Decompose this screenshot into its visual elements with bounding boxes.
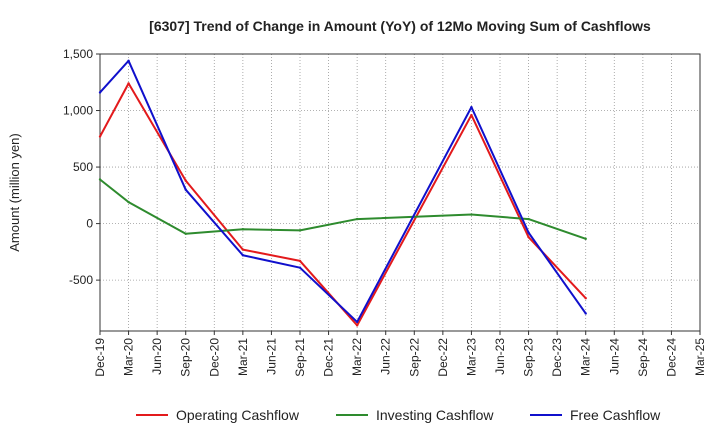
investing-cashflow-point (527, 217, 530, 221)
free-cashflow-point (127, 59, 130, 62)
x-tick-label: Jun-21 (264, 338, 278, 375)
y-tick-label: -500 (69, 273, 93, 287)
x-tick-label: Dec-21 (322, 338, 336, 377)
x-tick-label: Mar-20 (122, 338, 136, 376)
legend-label-operating-cashflow: Operating Cashflow (176, 407, 300, 423)
investing-cashflow-line (99, 178, 587, 240)
x-tick-label: Jun-22 (379, 338, 393, 375)
x-tick-label: Jun-23 (493, 338, 507, 375)
operating-cashflow-point (298, 259, 302, 263)
free-cashflow-point (470, 105, 473, 109)
legend-label-investing-cashflow: Investing Cashflow (376, 407, 494, 423)
x-tick-label: Jun-20 (150, 338, 164, 375)
x-tick-label: Dec-20 (207, 338, 221, 377)
operating-cashflow-point (470, 113, 473, 117)
x-tick-label: Mar-25 (693, 338, 707, 376)
y-tick-label: 0 (86, 217, 93, 231)
plot-frame (99, 53, 701, 332)
operating-cashflow-point (355, 324, 359, 327)
x-tick-label: Sep-24 (636, 338, 650, 377)
chart-title: [6307] Trend of Change in Amount (YoY) o… (149, 18, 651, 34)
x-tick-label: Sep-20 (179, 338, 193, 377)
investing-cashflow-point (184, 232, 187, 235)
investing-cashflow-point (298, 229, 302, 232)
x-tick-label: Sep-22 (407, 338, 421, 377)
free-cashflow-point (184, 188, 187, 191)
y-tick-label: 500 (73, 160, 93, 174)
investing-cashflow-point (98, 178, 102, 181)
legend: Operating Cashflow Investing Cashflow Free… (136, 407, 661, 423)
operating-cashflow-point (527, 235, 530, 239)
y-tick-label: 1,000 (63, 104, 93, 118)
x-tick-label: Mar-22 (350, 338, 364, 376)
investing-cashflow-point (355, 217, 359, 221)
free-cashflow-line (99, 59, 587, 323)
x-tick-label: Dec-24 (664, 338, 678, 377)
x-tick-label: Sep-21 (293, 338, 307, 377)
free-cashflow-point (584, 312, 587, 315)
free-cashflow-point (355, 320, 359, 324)
y-axis-label: Amount (million yen) (7, 133, 22, 252)
free-cashflow-point (241, 254, 245, 257)
operating-cashflow-point (127, 82, 130, 85)
operating-cashflow-point (584, 297, 587, 300)
free-cashflow-point (527, 231, 530, 234)
x-tick-label: Mar-24 (579, 338, 593, 376)
series (98, 59, 587, 327)
axes: -500 0 500 1,000 1,500 Dec-19 Mar-20 Jun-20 Sep-… (63, 47, 707, 377)
x-tick-label: Mar-21 (236, 338, 250, 376)
x-tick-label: Dec-22 (436, 338, 450, 377)
y-tick-label: 1,500 (63, 47, 93, 61)
investing-cashflow-point (470, 213, 473, 216)
operating-cashflow-point (98, 135, 102, 138)
x-tick-label: Dec-19 (93, 338, 107, 377)
operating-cashflow-line (99, 82, 587, 327)
x-tick-label: Jun-24 (607, 338, 621, 375)
x-tick-label: Dec-23 (550, 338, 564, 377)
legend-label-free-cashflow: Free Cashflow (570, 407, 661, 423)
operating-cashflow-point (184, 179, 187, 182)
x-tick-label: Mar-23 (464, 338, 478, 376)
operating-cashflow-point (241, 248, 245, 251)
grid (99, 53, 701, 331)
free-cashflow-point (298, 266, 302, 269)
investing-cashflow-point (584, 237, 587, 241)
free-cashflow-point (98, 91, 102, 94)
investing-cashflow-point (127, 200, 130, 204)
x-tick-label: Sep-23 (522, 338, 536, 377)
investing-cashflow-point (241, 228, 245, 231)
